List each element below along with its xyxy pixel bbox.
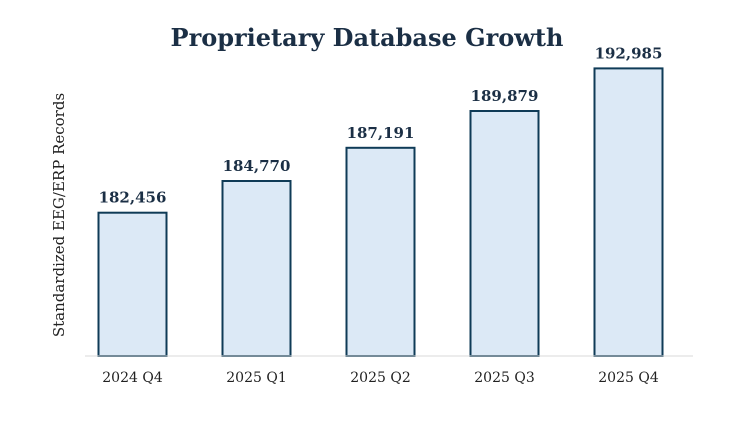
bar-value-label: 189,879 — [471, 87, 539, 105]
bar-value-label: 182,456 — [99, 189, 167, 207]
x-tick-label: 2024 Q4 — [102, 370, 163, 386]
bar — [97, 211, 168, 357]
y-axis-label: Standardized EEG/ERP Records — [50, 93, 68, 337]
labels-layer: 182,456 2024 Q4 184,770 2025 Q1 187,191 2025 … — [99, 44, 663, 386]
x-tick-label: 2025 Q3 — [474, 370, 534, 386]
chart-title: Proprietary Database Growth — [171, 23, 564, 52]
bars-layer — [97, 67, 664, 358]
bar-value-label: 187,191 — [347, 124, 415, 142]
bar — [469, 110, 540, 357]
bar — [593, 67, 664, 358]
bar-value-label: 192,985 — [595, 44, 663, 62]
bar — [345, 146, 416, 357]
x-tick-label: 2025 Q2 — [350, 370, 410, 386]
x-tick-label: 2025 Q1 — [226, 370, 286, 386]
x-tick-label: 2025 Q4 — [598, 370, 659, 386]
bar-value-label: 184,770 — [223, 157, 291, 175]
bar — [221, 180, 292, 357]
